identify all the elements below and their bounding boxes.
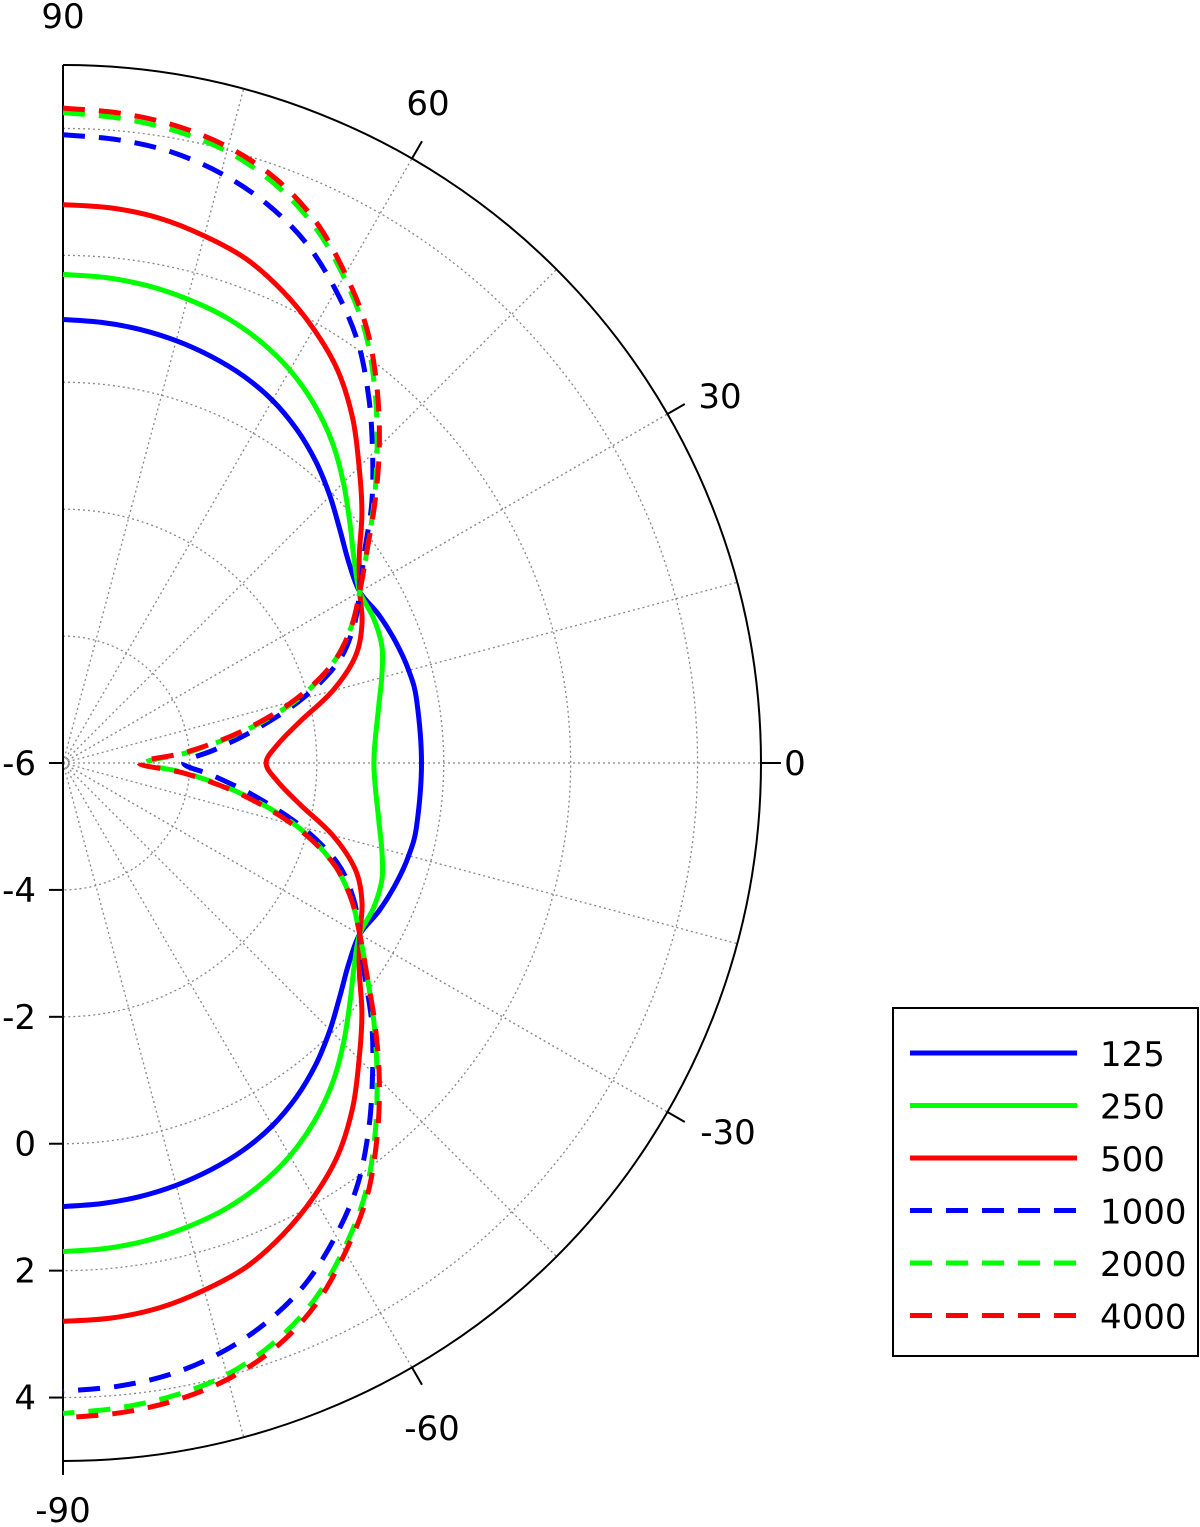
series-line-2000 bbox=[62, 110, 380, 1416]
grid-spoke bbox=[62, 413, 668, 764]
legend-label-4000: 4000 bbox=[1100, 1298, 1187, 1338]
angular-tick bbox=[666, 403, 686, 415]
grid-spoke bbox=[62, 158, 413, 764]
angular-tick-label: -30 bbox=[700, 1113, 756, 1153]
outer-arc bbox=[62, 64, 762, 1462]
grid-spoke bbox=[62, 268, 558, 764]
legend-label-1000: 1000 bbox=[1100, 1193, 1187, 1233]
legend-box bbox=[892, 1007, 1199, 1357]
grid-spoke bbox=[62, 88, 245, 764]
series-line-1000 bbox=[62, 132, 376, 1394]
series-layer bbox=[62, 105, 424, 1421]
series-line-125 bbox=[62, 317, 424, 1209]
legend-label-2000: 2000 bbox=[1100, 1245, 1187, 1285]
grid-spoke bbox=[62, 762, 738, 945]
angular-tick-label: 30 bbox=[698, 377, 741, 417]
angular-tick bbox=[411, 1366, 423, 1386]
tick-label-layer: 90 60 30 0 -30 -60 -90 -6 -4 -2 0 2 4 bbox=[2, 0, 806, 1527]
angular-tick-label: 60 bbox=[406, 84, 449, 124]
legend-label-250: 250 bbox=[1100, 1088, 1165, 1128]
series-line-4000 bbox=[62, 105, 382, 1421]
legend: 125 250 500 1000 2000 4000 bbox=[892, 1007, 1199, 1357]
angular-tick-label: -90 bbox=[35, 1491, 91, 1527]
grid-spoke bbox=[62, 762, 558, 1258]
grid-spoke bbox=[62, 762, 413, 1368]
legend-label-500: 500 bbox=[1100, 1140, 1165, 1180]
angular-tick bbox=[666, 1111, 686, 1123]
legend-label-125: 125 bbox=[1100, 1035, 1165, 1075]
grid-spoke bbox=[62, 762, 245, 1438]
series-line-250 bbox=[62, 271, 386, 1255]
grid-ring bbox=[62, 127, 699, 1399]
angular-tick-label: 90 bbox=[41, 0, 84, 37]
grid-spoke bbox=[62, 581, 738, 764]
series-line-500 bbox=[62, 202, 365, 1324]
grid-ring bbox=[62, 635, 191, 891]
radial-tick-label: -2 bbox=[2, 998, 36, 1038]
radial-tick-label: 0 bbox=[14, 1125, 36, 1165]
grid-spoke bbox=[62, 762, 668, 1113]
radial-tick-label: 4 bbox=[14, 1379, 36, 1419]
angular-tick bbox=[411, 140, 423, 160]
radial-tick-label: 2 bbox=[14, 1252, 36, 1292]
radial-tick-label: -4 bbox=[2, 871, 36, 911]
radial-tick-label: -6 bbox=[2, 744, 36, 784]
angular-tick-label: 0 bbox=[784, 744, 806, 784]
axis-layer bbox=[49, 64, 781, 1475]
angular-tick-label: -60 bbox=[404, 1409, 460, 1449]
